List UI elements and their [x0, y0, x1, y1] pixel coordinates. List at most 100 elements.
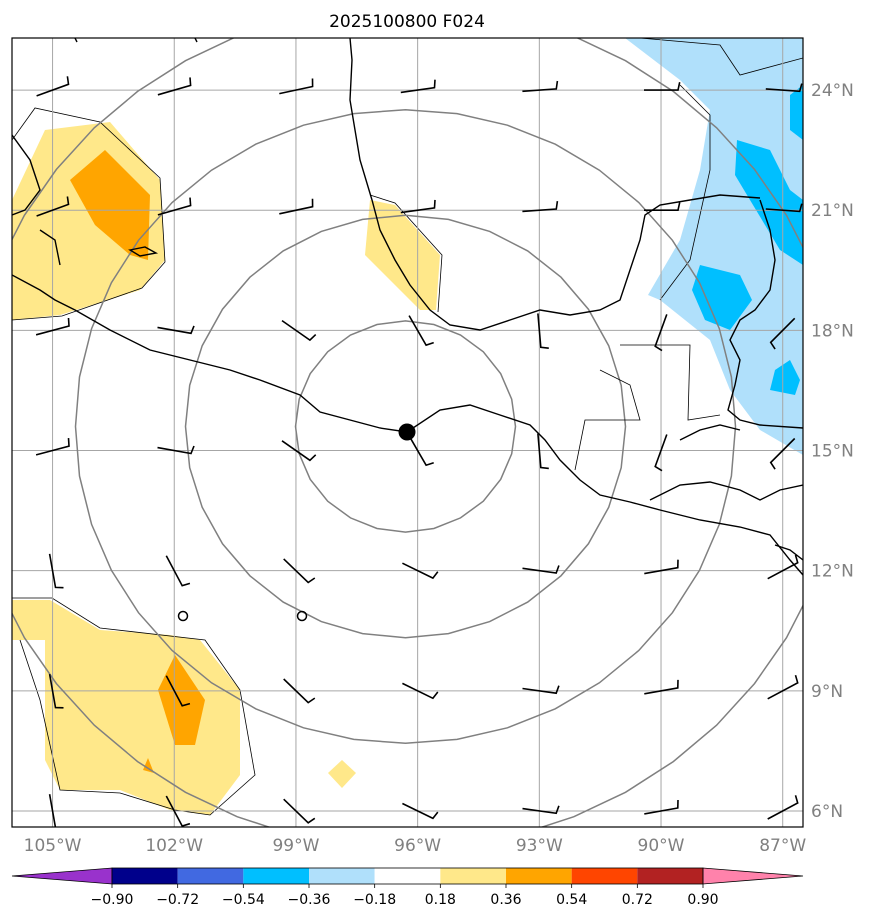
wind-barb — [767, 795, 799, 820]
lon-tick-label: 90°W — [638, 836, 685, 856]
wind-barb — [281, 440, 317, 462]
anomaly-fill-sw — [12, 600, 240, 815]
colorbar-segment — [177, 868, 244, 884]
anomaly-fill-gulf — [365, 200, 440, 310]
lon-tick-label: 96°W — [394, 836, 441, 856]
contour-lines — [12, 38, 803, 816]
border-guatemala — [574, 369, 641, 471]
colorbar-tick-label: 0.18 — [425, 892, 456, 908]
wind-barb — [408, 435, 434, 467]
coastline-gulf-west — [349, 38, 761, 331]
coastline-top-mid — [194, 38, 198, 43]
wind-barb — [408, 315, 434, 347]
wind-barb — [644, 202, 681, 211]
wind-barb — [537, 433, 549, 470]
wind-barb — [537, 313, 549, 349]
anomaly-fill-east-core-1 — [735, 140, 803, 265]
wind-barb — [767, 674, 799, 700]
wind-barb — [165, 675, 191, 707]
station-marker — [177, 610, 189, 622]
wind-barb — [279, 78, 314, 95]
map-area — [12, 38, 803, 827]
colorbar: −0.90 −0.72 −0.54 −0.36 −0.18 0.18 0.36 0.54 0.7… — [11, 867, 804, 908]
station-marker — [296, 610, 308, 622]
wind-barb — [644, 679, 679, 695]
anomaly-fill-east-core-3 — [790, 85, 803, 140]
colorbar-tick-label: −0.36 — [288, 892, 331, 908]
wind-barb — [48, 553, 64, 589]
wind-barb — [283, 558, 316, 584]
wind-barb — [400, 199, 436, 214]
wind-barb — [36, 76, 70, 97]
anomaly-fill-sw-small — [143, 758, 154, 773]
wind-barb — [48, 794, 59, 827]
wind-barb — [283, 798, 316, 824]
anomaly-fill-east-core-4 — [770, 360, 800, 395]
negative-anomaly-fills — [625, 38, 803, 455]
wind-barb — [402, 562, 439, 580]
wind-barbs — [35, 76, 803, 827]
wind-barb — [35, 317, 70, 336]
lat-tick-label: 6°N — [811, 802, 843, 822]
colorbar-tick-label: −0.72 — [156, 892, 199, 908]
wind-barb — [35, 438, 70, 456]
lon-tick-label: 99°W — [272, 836, 319, 856]
anomaly-fill-nw — [12, 122, 165, 320]
colorbar-segment — [506, 868, 572, 884]
coastline-central-america — [649, 481, 803, 501]
wind-barb — [157, 77, 192, 96]
wind-barb — [769, 437, 796, 470]
colorbar-extend-high — [702, 867, 804, 885]
positive-anomaly-fills — [12, 122, 440, 815]
range-ring — [184, 214, 627, 639]
coastline-caribbean — [679, 424, 741, 441]
colorbar-segment — [374, 868, 441, 884]
colorbar-tick-label: 0.90 — [687, 892, 718, 908]
coastline-se — [774, 544, 803, 561]
lon-tick-label: 87°W — [759, 836, 806, 856]
wind-barb — [522, 200, 559, 213]
wind-barb — [283, 678, 316, 704]
wind-barb — [165, 795, 191, 827]
wind-barb — [654, 314, 668, 352]
lon-tick-label: 93°W — [516, 836, 563, 856]
anomaly-fill-east — [625, 38, 803, 455]
lon-tick-label: 105°W — [24, 836, 82, 856]
wind-barb — [767, 554, 799, 580]
colorbar-tick-label: −0.18 — [353, 892, 396, 908]
anomaly-fill-sw-core — [158, 655, 205, 745]
range-ring — [12, 38, 803, 827]
coastline-pacific — [12, 274, 803, 576]
colorbar-segment — [637, 868, 703, 884]
wind-barb — [157, 197, 192, 216]
wind-barb — [522, 685, 560, 695]
lat-tick-label: 18°N — [811, 321, 854, 341]
figure-title: 2025100800 F024 — [329, 12, 485, 32]
wind-barb — [281, 319, 317, 342]
wind-barb — [400, 79, 436, 94]
colorbar-tick-label: −0.90 — [91, 892, 134, 908]
wind-barb — [36, 196, 70, 217]
coastline-yucatan-east — [727, 199, 803, 429]
anomaly-fill-dot — [328, 760, 356, 788]
lat-tick-label: 21°N — [811, 201, 854, 221]
colorbar-segment — [309, 868, 375, 884]
wind-barb — [402, 682, 439, 700]
colorbar-tick-label: 0.36 — [490, 892, 521, 908]
range-ring — [74, 108, 737, 745]
colorbar-frame — [111, 867, 704, 885]
lon-tick-label: 102°W — [145, 836, 203, 856]
anomaly-fill-east-core-2 — [692, 265, 752, 330]
range-ring — [294, 320, 517, 533]
coastline-nw — [12, 134, 41, 216]
wind-barb — [157, 325, 195, 335]
colorbar-segment — [112, 868, 178, 884]
latitude-labels: 6°N 9°N 12°N 15°N 18°N 21°N 24°N — [811, 81, 854, 822]
range-rings — [12, 38, 803, 827]
colorbar-tick-label: −0.54 — [222, 892, 265, 908]
wind-barb — [765, 83, 803, 93]
lat-tick-label: 12°N — [811, 562, 854, 582]
colorbar-segment — [440, 868, 506, 884]
coastlines — [12, 38, 803, 576]
